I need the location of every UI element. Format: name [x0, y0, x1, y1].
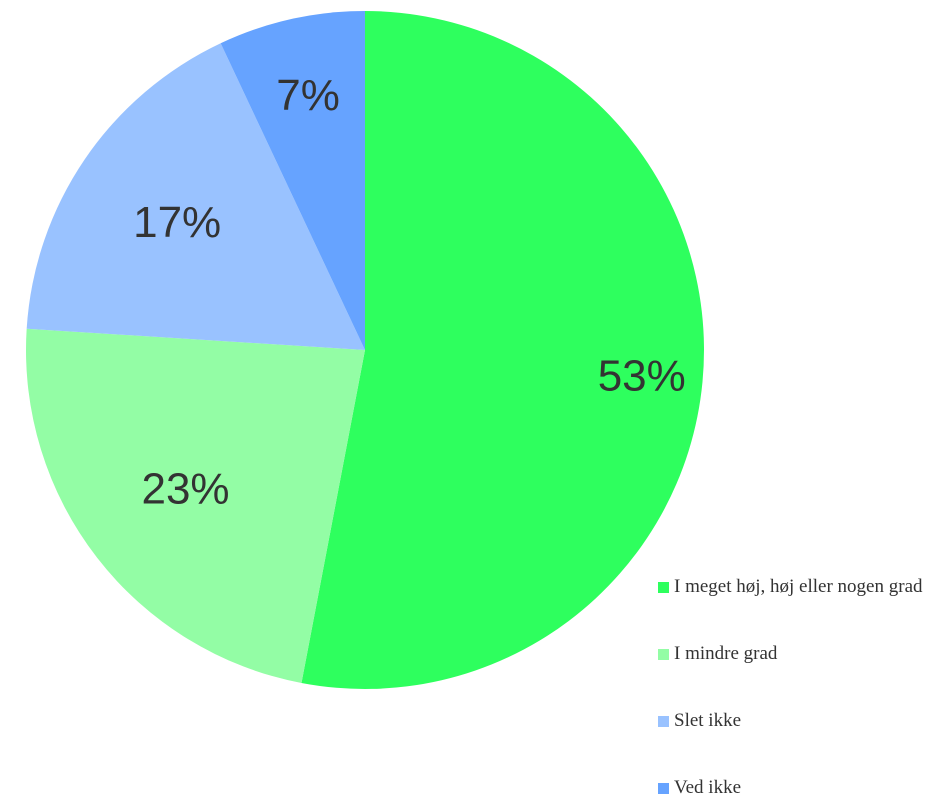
legend-label-dont-know: Ved ikke	[674, 777, 742, 798]
pie-slices	[25, 11, 705, 689]
legend-item-dont-know: Ved ikke	[658, 777, 741, 799]
legend-swatch-high	[658, 582, 669, 593]
legend-item-high: I meget høj, høj eller nogen grad	[658, 576, 923, 598]
slice-label-not-at-all: 17%	[133, 198, 221, 247]
slice-label-dont-know: 7%	[276, 71, 340, 120]
pie-slice-not-at-all	[26, 43, 365, 350]
legend-item-lesser: I mindre grad	[658, 643, 777, 665]
legend-label-lesser: I mindre grad	[674, 643, 778, 664]
legend-swatch-not-at-all	[658, 716, 669, 727]
legend-label-high: I meget høj, høj eller nogen grad	[674, 576, 923, 597]
slice-label-lesser: 23%	[141, 465, 229, 514]
pie-slice-lesser	[25, 328, 365, 683]
legend-swatch-lesser	[658, 649, 669, 660]
pie-slice-dont-know	[220, 11, 365, 350]
legend-item-not-at-all: Slet ikke	[658, 710, 741, 732]
pie-labels: 53% 23% 17% 7%	[133, 71, 686, 514]
pie-slice-high	[301, 11, 705, 689]
slice-label-high: 53%	[598, 352, 686, 401]
legend-swatch-dont-know	[658, 783, 669, 794]
legend-label-not-at-all: Slet ikke	[674, 710, 742, 731]
